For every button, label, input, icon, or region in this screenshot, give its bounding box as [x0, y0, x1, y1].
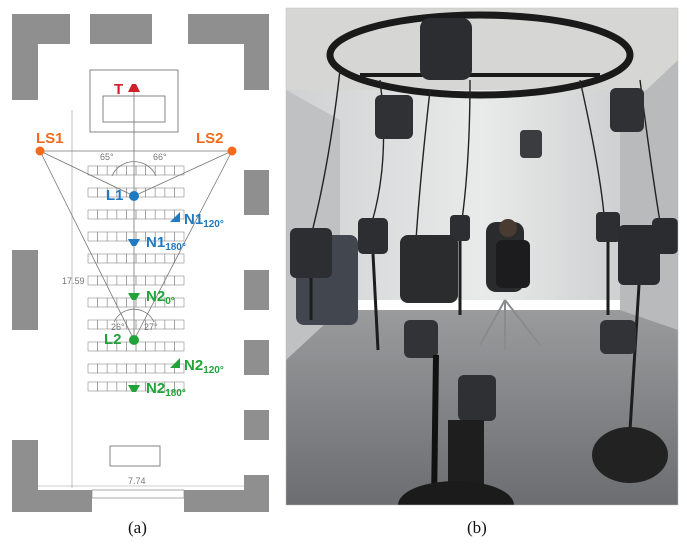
desk-seat [174, 319, 185, 330]
listener-l2-icon [129, 335, 139, 345]
angle-lower-left: 26° [111, 322, 125, 332]
listener-l1-icon [129, 191, 139, 201]
desk-row [87, 363, 185, 374]
desk-row [87, 253, 185, 264]
floor-plan: 17.59 7.74 65° 66° 26° 27° T LS1 LS2 [12, 14, 269, 512]
desk-seat [174, 231, 185, 242]
desk-seat [174, 187, 185, 198]
caption-b: (b) [467, 518, 487, 537]
noise-n2-120-label: N2120° [184, 357, 224, 376]
ls1-label: LS1 [36, 130, 64, 147]
desk-row [87, 165, 185, 176]
ls2-speaker-icon [227, 146, 237, 156]
sight-lines [39, 90, 233, 341]
desk-row [87, 297, 185, 308]
noise-n1-180-icon [128, 239, 140, 246]
noise-n2-180-icon [128, 385, 140, 392]
angle-upper-left: 65° [100, 152, 114, 162]
lab-photo [285, 7, 679, 506]
noise-n1-180-label: N1180° [146, 234, 186, 253]
desk-seat [174, 253, 185, 264]
teacher-label: T [114, 81, 123, 98]
angle-lower-right: 27° [144, 322, 158, 332]
desk-seat [174, 341, 185, 352]
listener-l2-label: L2 [104, 331, 122, 348]
noise-n2-0-icon [128, 293, 140, 300]
noise-n1-120-icon [170, 212, 180, 222]
noise-n2-0-label: N20° [146, 288, 175, 307]
listener-l1-label: L1 [106, 187, 124, 204]
ls1-speaker-icon [35, 146, 45, 156]
ls2-label: LS2 [196, 130, 224, 147]
desk-seat [174, 275, 185, 286]
width-dimension: 7.74 [128, 476, 146, 486]
desk-seat [174, 297, 185, 308]
noise-n2-180-label: N2180° [146, 380, 186, 399]
desk-row [87, 209, 185, 220]
noise-n2-120-icon [170, 358, 180, 368]
length-dimension: 17.59 [62, 276, 85, 286]
noise-n1-120-label: N1120° [184, 211, 224, 230]
back-table [109, 445, 161, 467]
room-floor [38, 44, 244, 490]
teacher-speaker-icon [128, 84, 140, 92]
caption-a: (a) [128, 518, 147, 537]
angle-upper-right: 66° [153, 152, 167, 162]
desk-row [87, 231, 185, 242]
desk-seat [174, 381, 185, 392]
